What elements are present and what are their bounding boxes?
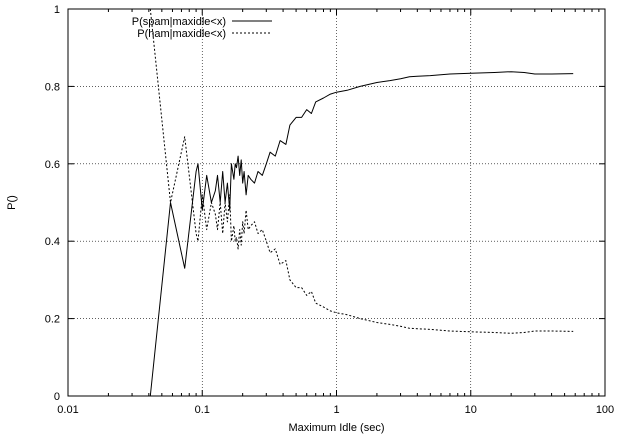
y-tick-label: 0	[54, 391, 60, 403]
grid-lines	[68, 9, 605, 396]
x-tick-label: 100	[596, 404, 614, 416]
legend-label-ham: P(ham|maxidle<x)	[137, 28, 226, 40]
x-tick-label: 0.01	[57, 404, 78, 416]
axis-ticks: 0.01 0.1 1 10 100 0 0.2 0.4 0.6 0.8 1	[45, 4, 614, 416]
x-tick-label: 0.1	[195, 404, 210, 416]
y-tick-label: 1	[54, 4, 60, 16]
y-axis-label: P()	[6, 195, 18, 210]
y-tick-label: 0.8	[45, 81, 60, 93]
legend-label-spam: P(spam|maxidle<x)	[132, 16, 226, 28]
legend: P(spam|maxidle<x)P(ham|maxidle<x)	[132, 16, 272, 40]
series-line-ham	[149, 8, 574, 334]
y-tick-label: 0.6	[45, 159, 60, 171]
y-tick-label: 0.4	[45, 236, 60, 248]
x-tick-label: 10	[465, 404, 477, 416]
plot-frame	[67, 8, 606, 397]
series-line-spam	[149, 71, 574, 397]
x-axis-label: Maximum Idle (sec)	[289, 422, 385, 434]
x-tick-label: 1	[333, 404, 339, 416]
y-tick-label: 0.2	[45, 314, 60, 326]
series-lines	[149, 8, 574, 397]
